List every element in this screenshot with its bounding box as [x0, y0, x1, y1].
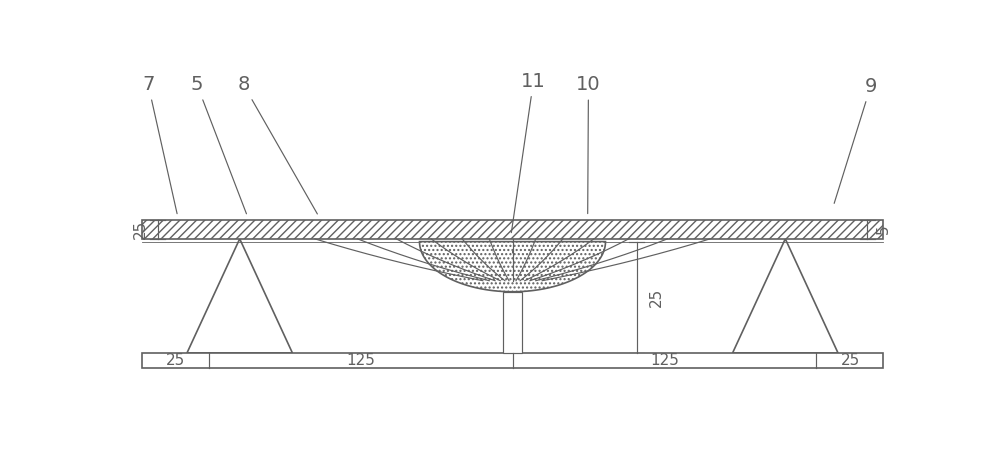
Text: 5: 5	[875, 224, 890, 234]
Text: 5: 5	[191, 75, 246, 214]
Bar	[503, 292, 522, 353]
Text: 10: 10	[576, 75, 601, 214]
Polygon shape	[733, 239, 838, 353]
Bar	[142, 353, 883, 369]
Text: 125: 125	[346, 353, 375, 368]
Text: 8: 8	[237, 75, 317, 214]
Text: 125: 125	[650, 353, 679, 368]
Text: 9: 9	[834, 77, 877, 203]
Text: 25: 25	[166, 353, 185, 368]
Text: 7: 7	[142, 75, 177, 214]
Text: 11: 11	[511, 72, 546, 233]
Polygon shape	[187, 239, 292, 353]
Text: 25: 25	[648, 288, 663, 307]
Bar	[142, 220, 883, 239]
Polygon shape	[420, 242, 606, 292]
Text: 25: 25	[841, 353, 860, 368]
Text: 25: 25	[133, 220, 148, 239]
